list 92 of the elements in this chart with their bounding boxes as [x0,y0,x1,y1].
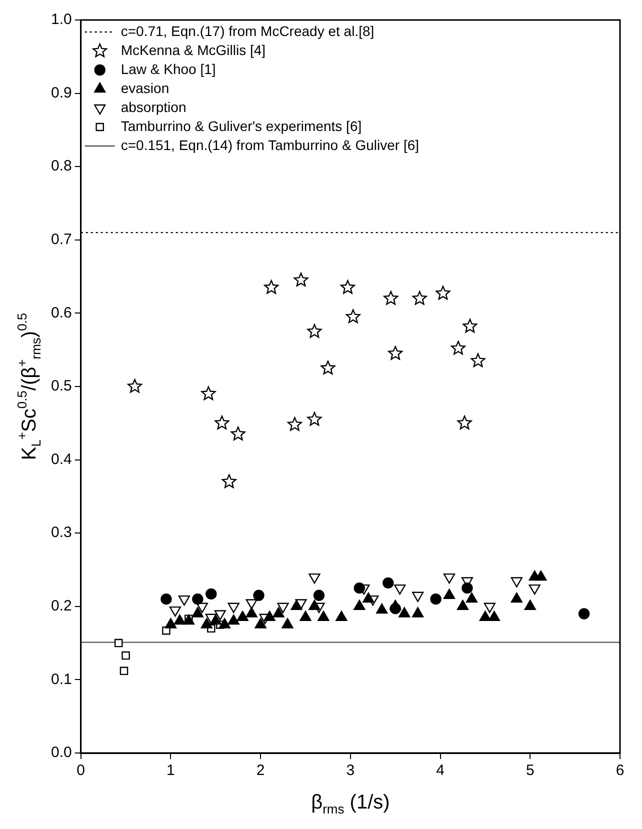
point [340,280,355,294]
point [320,360,336,374]
point [436,286,450,300]
point [308,600,320,610]
point [451,340,466,355]
point [462,318,478,333]
point [164,618,177,628]
point [294,272,308,286]
point [230,426,246,440]
point [398,607,410,618]
point [470,353,486,368]
point [264,280,279,294]
point [456,600,469,610]
x-tick-label: 6 [616,762,624,780]
point [253,590,264,602]
point [300,610,312,621]
point [120,666,128,676]
point [114,638,123,648]
point [192,607,204,618]
point [210,614,222,625]
point [488,610,500,621]
point [128,378,142,393]
point [412,290,427,305]
point [307,412,322,426]
text: KL+Sc0.5/(β+rms)0.5 [14,312,44,460]
point [346,309,360,324]
point [272,607,284,618]
point [290,600,302,610]
point [390,603,401,614]
point [382,577,394,589]
legend-label: c=0.71, Eqn.(17) from McCready et al.[8] [120,22,374,39]
y-tick-label: 0.9 [50,84,72,102]
legend-label: evasion [120,80,170,96]
point [362,592,374,603]
legend-label: absorption [120,98,186,115]
legend-label: Law & Khoo [1] [120,60,216,77]
y-tick-label: 0.2 [50,598,72,615]
point [307,324,322,338]
point [384,290,398,305]
point [313,590,325,602]
y-tick-label: 0.4 [50,450,72,468]
point [354,582,366,594]
point [466,592,478,603]
y-tick-label: 0.6 [50,304,72,322]
point [457,416,472,430]
point [174,614,186,625]
point [254,618,266,628]
legend-label: McKenna & McGillis [4] [120,42,266,58]
point [376,603,388,614]
y-tick-label: 0.3 [50,524,72,542]
point [388,346,403,360]
point [160,593,172,605]
point [192,593,204,605]
point [246,607,258,618]
legend-label: c=0.151, Eqn.(14) from Tamburrino & Guliver [6] [120,136,420,153]
x-tick-label: 4 [436,762,444,780]
point [214,416,230,430]
point [336,610,348,621]
point [218,618,230,628]
x-tick-label: 3 [346,762,355,780]
point [479,610,492,621]
point [222,474,236,488]
point [200,618,212,628]
point [462,582,473,594]
legend-label: Tamburrino & Guliver's experiments [6] [120,118,362,134]
point [228,614,240,625]
x-tick-label: 2 [256,762,265,780]
y-tick-label: 1.0 [50,11,72,28]
x-tick-label: 1 [166,762,175,780]
point [535,570,547,581]
point [430,593,442,605]
point [443,588,456,600]
x-tick-label: 5 [526,762,534,780]
point [287,417,302,431]
point [122,651,130,660]
y-tick-label: 0.8 [50,158,72,175]
point [412,607,424,618]
y-tick-label: 0.0 [50,744,72,762]
point [578,608,590,620]
point [318,610,330,621]
y-tick-label: 0.5 [50,378,72,395]
point [510,592,522,603]
point [206,588,217,600]
point [524,600,536,610]
point [236,610,248,621]
y-tick-label: 0.7 [50,231,72,248]
x-tick-label: 0 [76,762,86,780]
y-tick-label: 0.1 [50,670,72,688]
point [354,600,366,610]
point [264,610,276,621]
point [282,618,294,628]
point [201,386,216,400]
